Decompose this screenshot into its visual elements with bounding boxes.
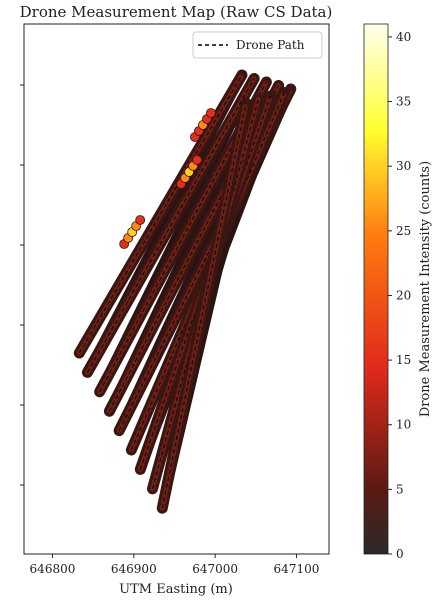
path-pass-8	[156, 97, 252, 514]
map-layer	[73, 69, 297, 514]
hotspot-0	[176, 155, 203, 189]
colorbar	[363, 23, 389, 555]
colorbar-tick-label-5: 25	[396, 224, 411, 238]
x-tick-label-2: 647000	[192, 562, 238, 576]
legend-label: Drone Path	[236, 38, 305, 52]
legend: Drone Path	[192, 31, 323, 59]
path-pass-0	[73, 69, 248, 359]
legend-box	[192, 31, 323, 59]
colorbar-tick-label-2: 10	[396, 418, 411, 432]
colorbar-tick-label-4: 20	[396, 288, 411, 302]
x-axis-label: UTM Easting (m)	[119, 582, 233, 597]
x-tick-label-1: 646900	[111, 562, 157, 576]
chart-title: Drone Measurement Map (Raw CS Data)	[20, 3, 333, 21]
hotspot-2	[190, 108, 216, 142]
colorbar-label: Drone Measurement Intensity (counts)	[418, 161, 433, 417]
y-axis-ticks	[20, 84, 24, 486]
colorbar-tick-label-7: 35	[396, 95, 411, 109]
hotspot-1	[119, 215, 146, 249]
colorbar-ticks: 0 5 10 15 20 25 30 35 40	[388, 30, 411, 561]
path-pass-1	[81, 73, 260, 378]
x-axis-ticks: 646800 646900 647000 647100	[30, 554, 320, 576]
colorbar-tick-label-3: 15	[396, 353, 411, 367]
colorbar-tick-label-0: 0	[396, 547, 404, 561]
colorbar-tick-label-6: 30	[396, 159, 411, 173]
x-tick-label-0: 646800	[30, 562, 76, 576]
x-tick-label-3: 647100	[274, 562, 320, 576]
colorbar-tick-label-1: 5	[396, 482, 404, 496]
colorbar-tick-label-8: 40	[396, 30, 411, 44]
